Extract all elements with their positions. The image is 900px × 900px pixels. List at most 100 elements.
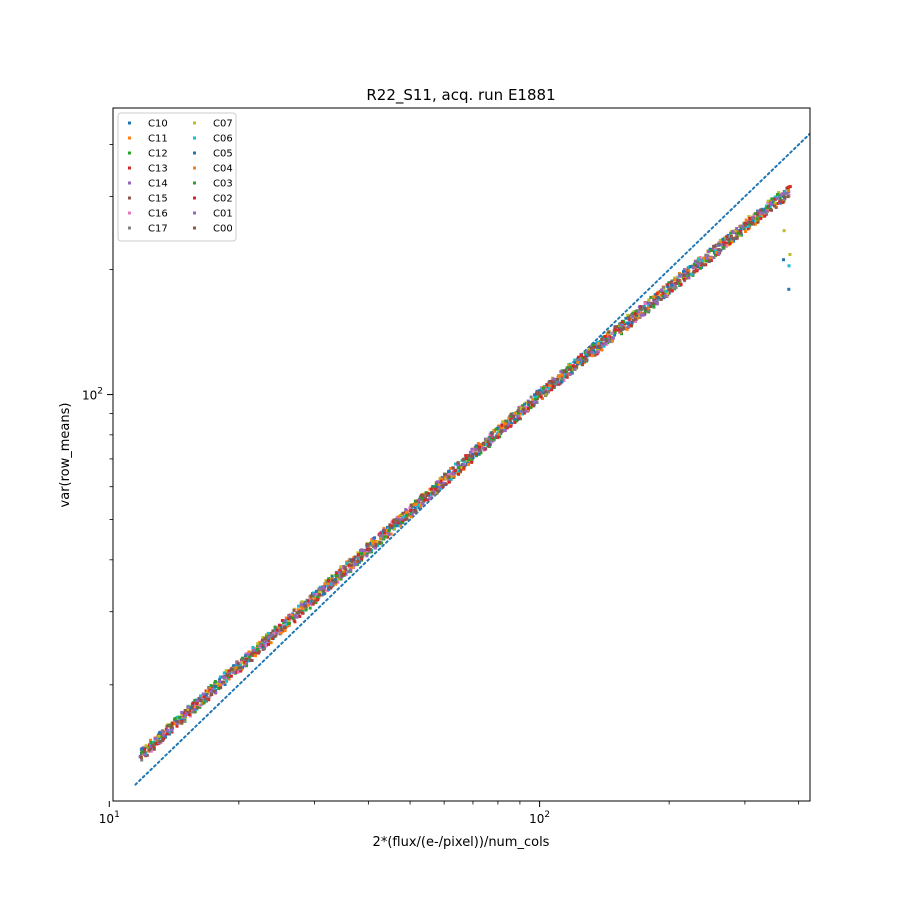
legend-marker: [193, 151, 196, 155]
data-point: [573, 361, 577, 365]
data-point: [613, 333, 617, 337]
data-point: [652, 295, 656, 299]
data-point: [193, 710, 197, 714]
data-point: [375, 540, 379, 544]
data-point: [173, 722, 177, 726]
data-point: [673, 278, 677, 282]
data-point: [755, 220, 759, 224]
data-point: [151, 744, 155, 748]
data-point: [447, 470, 450, 474]
data-point: [679, 283, 683, 287]
data-point: [407, 513, 411, 517]
data-point: [643, 309, 647, 313]
data-point: [613, 331, 617, 334]
data-point: [178, 718, 182, 722]
data-point: [342, 572, 346, 576]
data-point: [718, 238, 722, 242]
data-point: [757, 217, 761, 221]
data-point: [215, 682, 219, 685]
data-point: [227, 677, 231, 681]
data-point: [629, 324, 633, 328]
data-point: [624, 316, 628, 320]
data-point: [642, 313, 646, 317]
data-point: [632, 310, 636, 314]
data-point: [351, 558, 355, 562]
data-point: [157, 733, 161, 737]
data-point: [384, 529, 388, 532]
data-point: [747, 220, 751, 224]
data-point: [245, 664, 248, 668]
data-point: [756, 211, 760, 215]
data-point: [600, 343, 604, 347]
data-point: [735, 227, 739, 230]
data-point: [287, 622, 291, 625]
data-point: [731, 237, 735, 241]
data-point: [644, 307, 648, 311]
data-point: [238, 663, 242, 667]
data-point: [449, 466, 453, 470]
data-point: [667, 281, 671, 285]
data-point: [542, 391, 546, 395]
data-point: [335, 571, 339, 575]
data-point: [295, 611, 299, 615]
data-point: [255, 647, 259, 651]
data-point: [347, 563, 351, 567]
data-point: [248, 658, 252, 662]
data-point: [250, 651, 254, 655]
data-point: [331, 582, 335, 586]
data-point: [312, 592, 316, 596]
legend-marker: [128, 181, 131, 185]
data-point: [360, 555, 364, 559]
data-point: [470, 459, 474, 462]
data-point: [306, 603, 310, 607]
data-point: [584, 350, 588, 354]
data-point: [306, 599, 310, 603]
data-point: [452, 474, 456, 478]
data-point: [497, 432, 501, 436]
data-point: [653, 293, 657, 297]
data-point: [695, 269, 699, 273]
data-point: [748, 222, 752, 226]
data-point: [736, 231, 740, 235]
data-point: [708, 256, 712, 260]
data-point: [638, 307, 642, 311]
data-point: [153, 737, 157, 741]
data-point: [490, 438, 493, 442]
data-point: [313, 599, 317, 603]
data-point: [653, 300, 657, 303]
data-point: [786, 188, 790, 192]
data-point: [143, 753, 147, 756]
legend-entry: C12: [148, 149, 168, 160]
data-point: [674, 285, 678, 289]
data-point: [777, 191, 781, 194]
axis-ticks: 101 102 102: [82, 144, 800, 826]
data-point: [465, 460, 469, 463]
data-point: [467, 462, 470, 466]
data-point: [442, 481, 446, 485]
data-point: [637, 314, 641, 318]
data-point: [433, 492, 437, 496]
data-point: [165, 732, 169, 736]
data-point: [410, 513, 414, 517]
data-point: [170, 730, 174, 734]
data-point: [438, 481, 441, 485]
data-point: [551, 385, 555, 389]
data-point: [388, 525, 392, 529]
data-point: [531, 403, 534, 407]
data-point: [229, 667, 233, 671]
data-point: [258, 640, 262, 644]
data-point: [512, 415, 515, 419]
data-point: [599, 346, 603, 350]
data-point: [578, 361, 582, 365]
data-point: [488, 432, 492, 436]
data-point: [451, 466, 455, 470]
data-point: [676, 275, 680, 279]
data-point: [470, 448, 474, 451]
data-point: [513, 411, 516, 415]
data-point: [536, 391, 539, 395]
data-point: [192, 708, 196, 711]
data-point: [157, 736, 161, 740]
data-point: [626, 322, 630, 326]
data-point: [279, 631, 283, 635]
data-point: [457, 466, 461, 470]
